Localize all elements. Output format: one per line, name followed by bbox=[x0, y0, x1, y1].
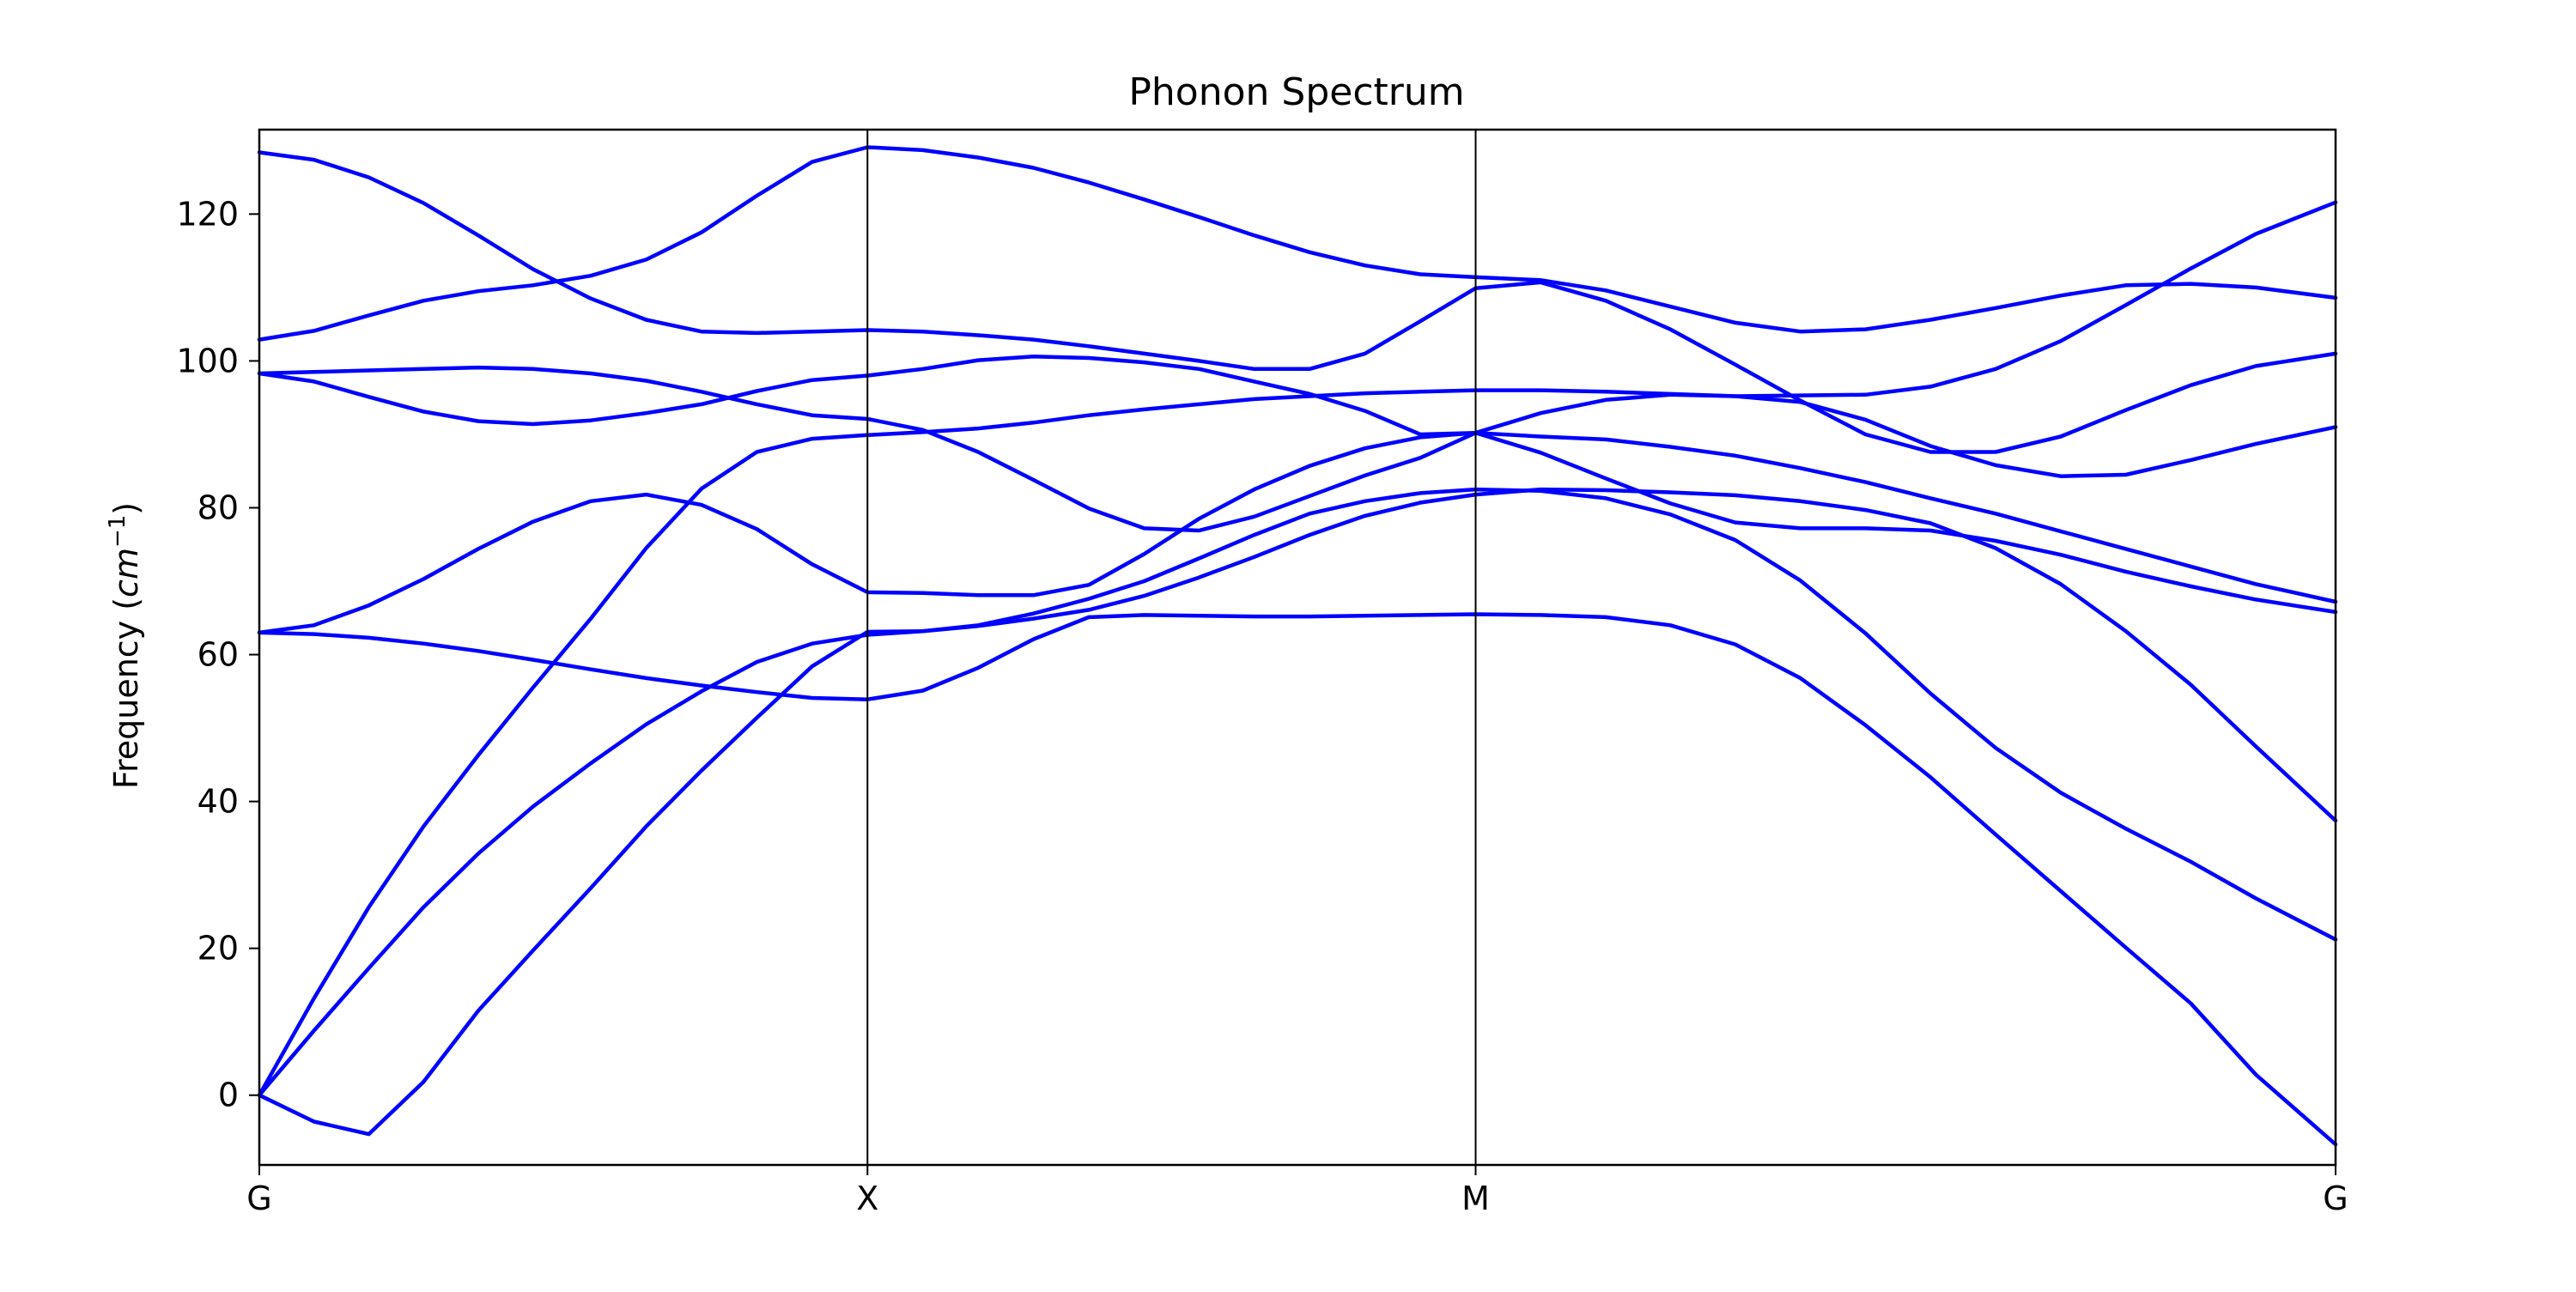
phonon-branch-8 bbox=[257, 388, 2338, 1097]
chart-title: Phonon Spectrum bbox=[1128, 70, 1464, 114]
phonon-branch-7 bbox=[257, 487, 2338, 1097]
phonon-branch-4 bbox=[257, 355, 2338, 604]
y-tick-label-80: 80 bbox=[197, 488, 239, 526]
x-tick-label-X: X bbox=[856, 1180, 878, 1217]
y-tick-label-40: 40 bbox=[197, 783, 239, 821]
y-tick-label-100: 100 bbox=[176, 342, 239, 379]
y-axis-label-prefix: Frequency ( bbox=[107, 597, 145, 789]
y-tick-label-60: 60 bbox=[197, 636, 239, 674]
x-tick-label-G: G bbox=[246, 1180, 271, 1217]
y-tick-label-20: 20 bbox=[197, 930, 239, 967]
plot-frame bbox=[258, 128, 2337, 1167]
phonon-branch-2 bbox=[257, 145, 2338, 342]
y-tick-label-0: 0 bbox=[218, 1077, 239, 1114]
y-axis-label-sup: −1 bbox=[105, 515, 131, 548]
x-tick-label-M: M bbox=[1461, 1180, 1490, 1217]
y-axis-label-suffix: ) bbox=[107, 502, 145, 515]
phonon-branch-6 bbox=[257, 612, 2338, 1147]
x-tick-label-G: G bbox=[2323, 1180, 2348, 1217]
phonon-branch-3 bbox=[257, 365, 2338, 615]
chart-axes: G X M G 0 20 40 60 80 100 120 bbox=[176, 128, 2348, 1217]
y-axis-label: Frequency (cm−1) bbox=[105, 502, 145, 789]
phonon-branch-1 bbox=[257, 150, 2338, 454]
chart-marks bbox=[257, 145, 2338, 1147]
phonon-branch-5 bbox=[257, 200, 2338, 635]
y-axis-label-math: cm bbox=[107, 548, 145, 597]
phonon-branch-9 bbox=[257, 487, 2338, 1137]
y-tick-label-120: 120 bbox=[176, 195, 239, 233]
